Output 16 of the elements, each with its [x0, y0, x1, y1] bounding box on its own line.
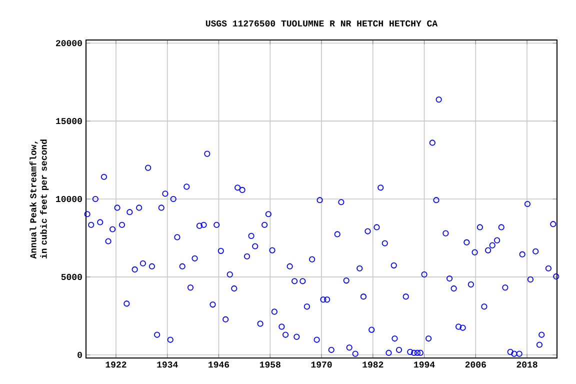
x-tick-label: 1946	[208, 362, 230, 368]
y-tick-label: 20000	[56, 40, 82, 46]
y-tick-label: 0	[78, 352, 82, 358]
x-tick-label: 1934	[157, 362, 178, 368]
x-tick-label: 1970	[311, 362, 332, 368]
y-tick-label: 10000	[56, 196, 82, 202]
x-tick-label: 1958	[260, 362, 280, 368]
chart-title: USGS 11276500 TUOLUMNE R NR HETCH HETCHY CA	[206, 20, 438, 26]
x-tick-label: 1922	[106, 362, 126, 368]
x-tick-label: 2006	[465, 362, 486, 368]
y-tick-label: 5000	[61, 274, 82, 280]
y-axis-title: Annual Peak Streamflow, in cubic feet per second	[30, 140, 49, 259]
x-tick-label: 1982	[362, 362, 384, 368]
x-tick-label: 2018	[516, 362, 538, 368]
y-tick-label: 15000	[56, 118, 82, 124]
x-tick-label: 1994	[414, 362, 435, 368]
